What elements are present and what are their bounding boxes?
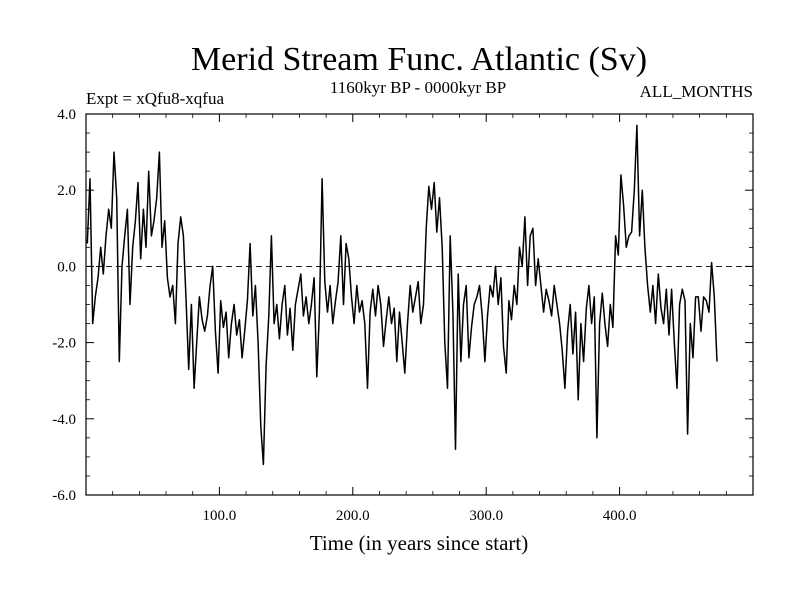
y-tick-label: 2.0 xyxy=(57,183,76,199)
x-tick-label: 100.0 xyxy=(203,508,237,524)
plot-frame xyxy=(85,113,754,496)
y-tick-label: -4.0 xyxy=(52,412,76,428)
y-tick-label: 4.0 xyxy=(57,107,76,123)
x-tick-label: 400.0 xyxy=(603,508,637,524)
y-tick-label: -2.0 xyxy=(52,336,76,352)
series-group xyxy=(86,124,718,466)
y-tick-label: 0.0 xyxy=(57,259,76,275)
x-tick-label: 200.0 xyxy=(336,508,370,524)
time-range-label: 1160kyr BP - 0000kyr BP xyxy=(330,78,506,97)
y-tick-label: -6.0 xyxy=(52,488,76,504)
experiment-label: Expt = xQfu8-xqfua xyxy=(86,89,224,108)
x-tick-label: 300.0 xyxy=(469,508,503,524)
series-line xyxy=(86,124,718,466)
chart-title: Merid Stream Func. Atlantic (Sv) xyxy=(191,41,647,78)
months-label: ALL_MONTHS xyxy=(640,82,753,101)
tick-labels: 4.0 2.0 0.0 -2.0 -4.0 -6.0 100.0 200.0 300.0 400.… xyxy=(52,107,636,524)
x-axis-label: Time (in years since start) xyxy=(310,531,529,555)
